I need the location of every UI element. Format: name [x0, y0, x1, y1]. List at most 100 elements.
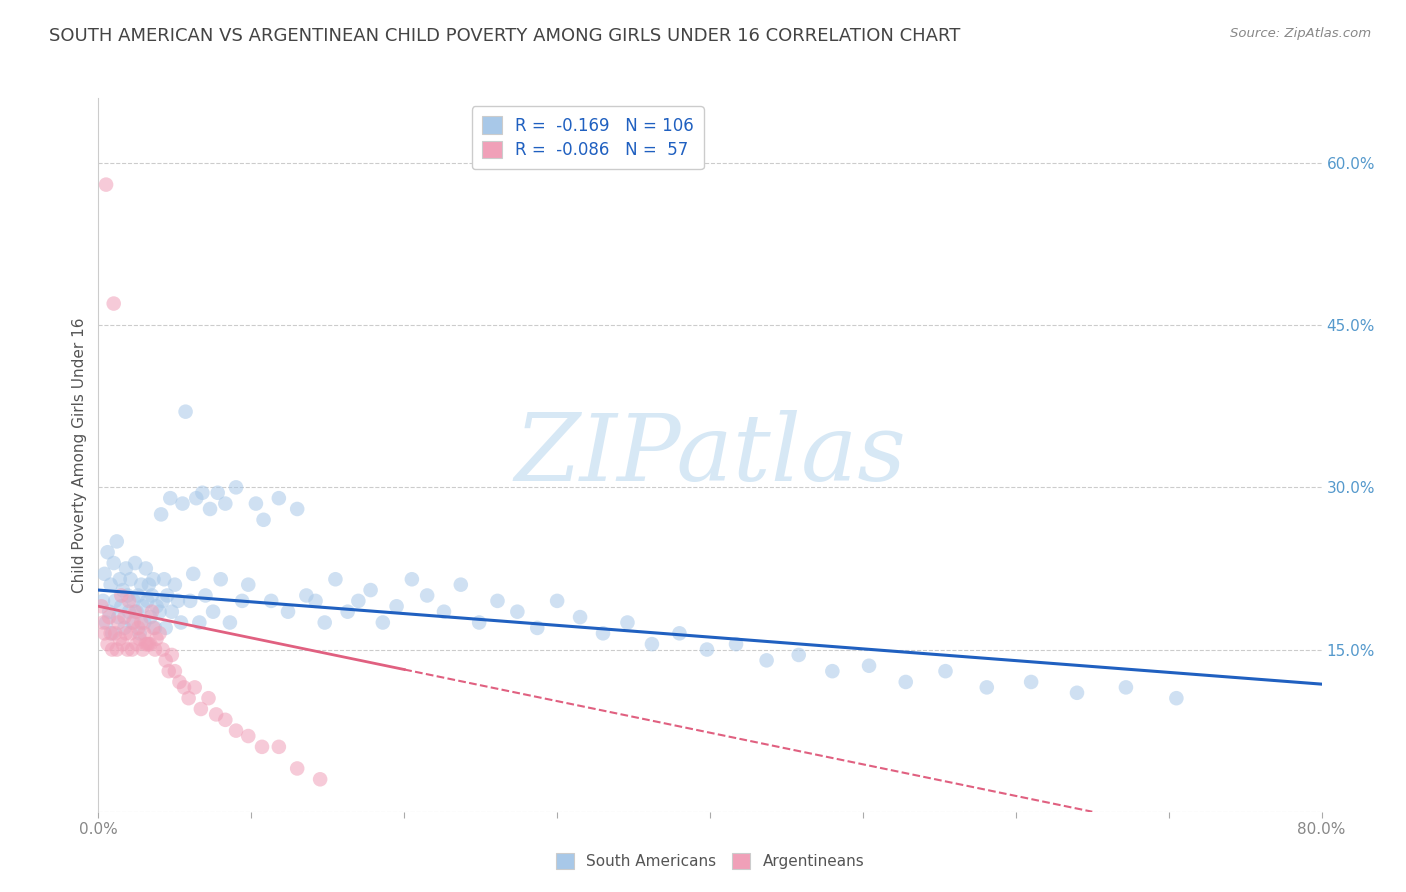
Point — [128, 632, 150, 646]
Point — [486, 594, 509, 608]
Point — [100, 626, 122, 640]
Point — [128, 626, 150, 640]
Point — [160, 648, 183, 662]
Point — [155, 621, 177, 635]
Point — [207, 485, 229, 500]
Point — [145, 599, 167, 614]
Point — [238, 577, 260, 591]
Point — [285, 762, 308, 776]
Point — [821, 664, 844, 678]
Point — [181, 566, 204, 581]
Point — [110, 599, 132, 614]
Point — [309, 772, 332, 787]
Point — [112, 610, 135, 624]
Point — [214, 713, 236, 727]
Point — [139, 637, 162, 651]
Point — [184, 681, 207, 695]
Point — [93, 626, 115, 640]
Point — [93, 566, 115, 581]
Point — [325, 572, 347, 586]
Point — [347, 594, 370, 608]
Point — [191, 485, 214, 500]
Point — [163, 664, 186, 678]
Point — [277, 605, 299, 619]
Point — [336, 605, 359, 619]
Point — [125, 605, 148, 619]
Point — [787, 648, 810, 662]
Point — [894, 675, 917, 690]
Point — [155, 653, 177, 667]
Point — [143, 642, 166, 657]
Point — [108, 632, 131, 646]
Point — [172, 497, 194, 511]
Point — [169, 675, 191, 690]
Point — [157, 664, 180, 678]
Text: ZIPatlas: ZIPatlas — [515, 410, 905, 500]
Point — [173, 681, 195, 695]
Point — [371, 615, 394, 630]
Point — [129, 615, 152, 630]
Point — [190, 702, 212, 716]
Point — [245, 497, 267, 511]
Point — [416, 589, 439, 603]
Point — [285, 502, 308, 516]
Point — [152, 594, 174, 608]
Point — [205, 707, 228, 722]
Point — [159, 491, 181, 505]
Y-axis label: Child Poverty Among Girls Under 16: Child Poverty Among Girls Under 16 — [72, 318, 87, 592]
Point — [136, 594, 159, 608]
Point — [122, 615, 145, 630]
Point — [141, 589, 163, 603]
Point — [188, 615, 211, 630]
Point — [135, 637, 157, 651]
Point — [145, 632, 167, 646]
Point — [138, 637, 160, 651]
Point — [153, 572, 176, 586]
Point — [98, 610, 121, 624]
Point — [1115, 681, 1137, 695]
Point — [97, 545, 120, 559]
Point — [118, 594, 141, 608]
Point — [107, 615, 129, 630]
Point — [177, 691, 200, 706]
Point — [149, 605, 172, 619]
Point — [198, 502, 221, 516]
Point — [98, 605, 121, 619]
Point — [209, 572, 232, 586]
Point — [97, 637, 120, 651]
Point — [724, 637, 747, 651]
Point — [295, 589, 318, 603]
Point — [100, 577, 122, 591]
Point — [94, 615, 117, 630]
Point — [94, 178, 117, 192]
Point — [546, 594, 568, 608]
Point — [163, 577, 186, 591]
Point — [152, 642, 174, 657]
Point — [260, 594, 283, 608]
Point — [696, 642, 718, 657]
Point — [976, 681, 998, 695]
Point — [214, 497, 236, 511]
Point — [139, 610, 162, 624]
Point — [252, 513, 274, 527]
Point — [101, 642, 124, 657]
Point — [526, 621, 548, 635]
Point — [179, 594, 201, 608]
Point — [858, 658, 880, 673]
Point — [150, 508, 173, 522]
Point — [468, 615, 491, 630]
Point — [267, 739, 290, 754]
Point — [641, 637, 664, 651]
Point — [1066, 686, 1088, 700]
Point — [1019, 675, 1042, 690]
Point — [135, 561, 157, 575]
Point — [174, 405, 197, 419]
Text: Source: ZipAtlas.com: Source: ZipAtlas.com — [1230, 27, 1371, 40]
Point — [105, 642, 128, 657]
Point — [385, 599, 408, 614]
Point — [134, 615, 156, 630]
Point — [118, 605, 141, 619]
Point — [132, 642, 155, 657]
Point — [104, 594, 127, 608]
Point — [121, 615, 143, 630]
